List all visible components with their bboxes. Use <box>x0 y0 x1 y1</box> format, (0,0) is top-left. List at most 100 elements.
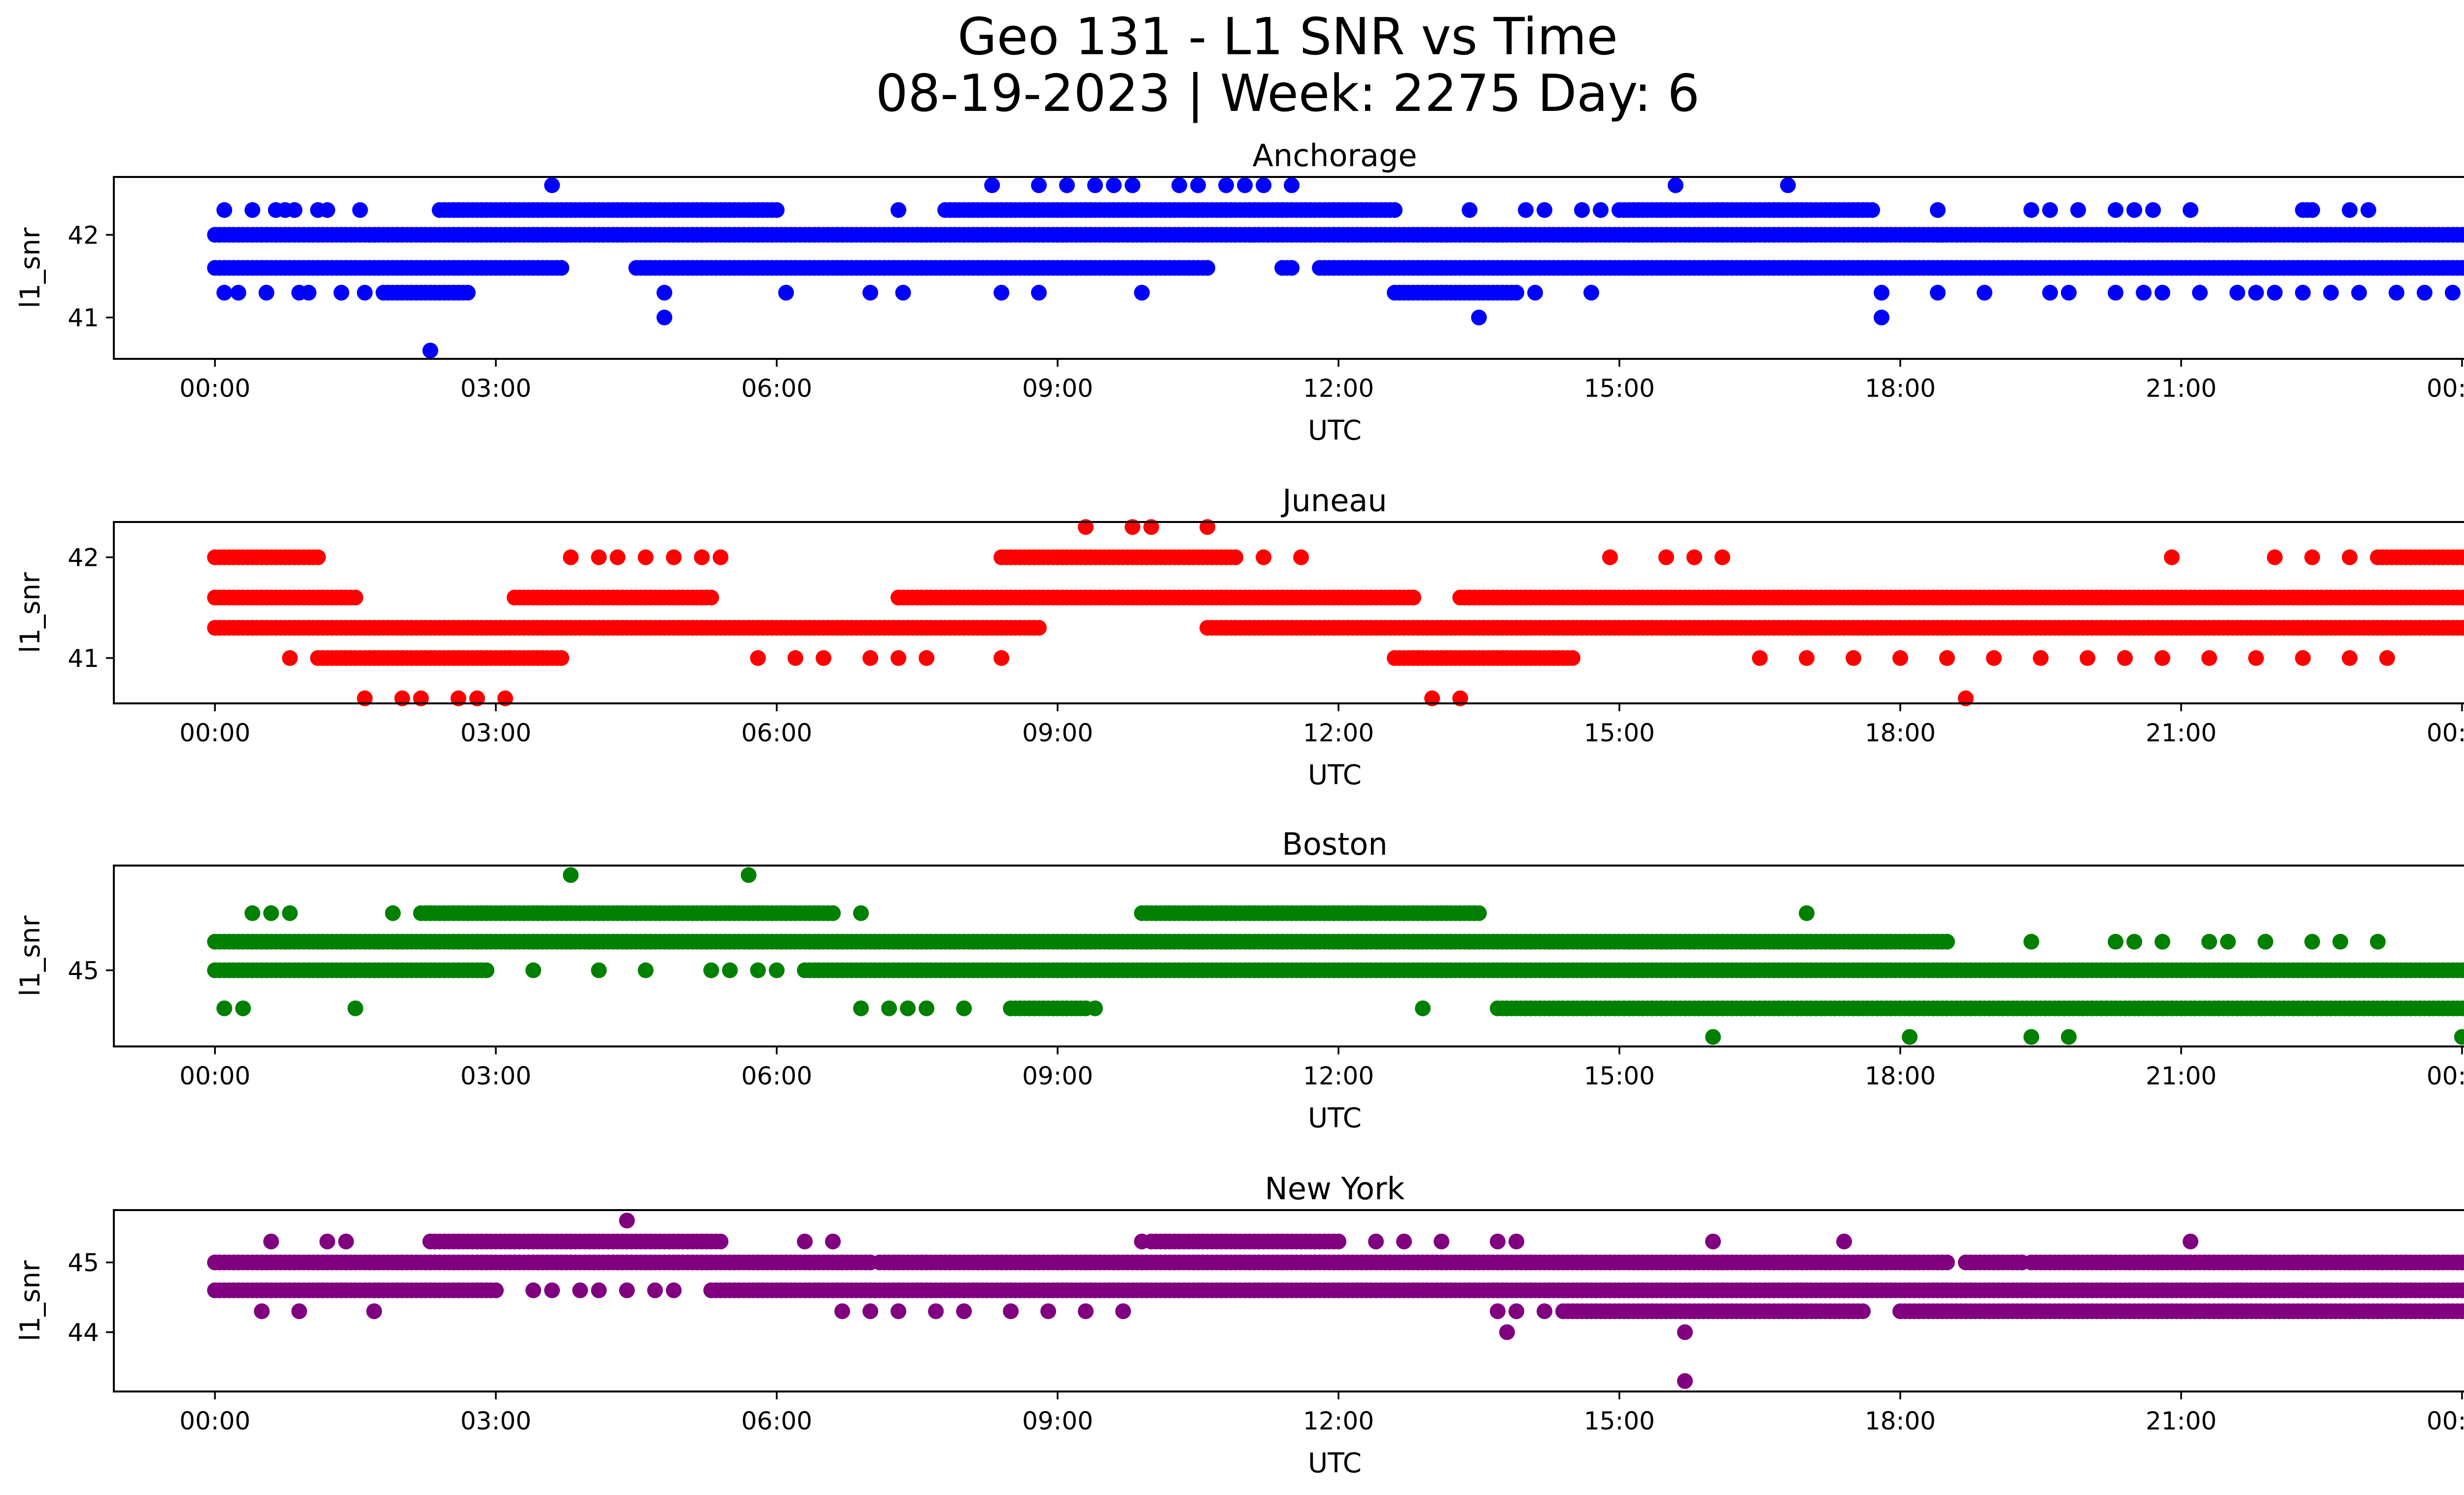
data-point <box>1799 905 1815 921</box>
data-point <box>1059 177 1075 193</box>
data-point <box>254 1303 270 1320</box>
data-point <box>1471 310 1487 326</box>
data-point <box>741 867 757 883</box>
data-point <box>2454 227 2464 243</box>
data-point <box>2379 650 2395 666</box>
data-point <box>230 284 246 301</box>
data-point <box>666 1282 682 1298</box>
y-tick-label: 42 <box>68 544 99 572</box>
data-point <box>263 905 279 921</box>
data-point <box>422 343 439 359</box>
data-point <box>1836 1233 1852 1250</box>
data-point <box>2304 549 2320 565</box>
x-tick-label: 06:00 <box>741 1062 812 1090</box>
data-point <box>1939 1254 1955 1271</box>
data-point <box>1125 177 1141 193</box>
data-point <box>1471 905 1487 921</box>
data-point <box>619 1213 635 1229</box>
x-tick-label: 09:00 <box>1022 1062 1093 1090</box>
data-point <box>713 549 729 565</box>
data-point <box>895 284 911 301</box>
data-point <box>919 1000 935 1016</box>
data-point <box>1668 177 1684 193</box>
data-point <box>2183 202 2198 218</box>
data-point <box>834 1303 851 1320</box>
data-point <box>1387 202 1403 218</box>
data-point <box>1199 519 1216 535</box>
data-point <box>984 177 1000 193</box>
data-point <box>2033 650 2049 666</box>
data-point <box>591 1282 607 1298</box>
data-point <box>1190 177 1206 193</box>
data-point <box>591 549 607 565</box>
data-point <box>1115 1303 1131 1320</box>
scatter-points <box>207 1213 2464 1389</box>
data-point <box>244 905 261 921</box>
data-point <box>1218 177 1234 193</box>
data-point <box>553 260 570 276</box>
data-point <box>2061 1029 2077 1045</box>
data-point <box>1415 1000 1431 1016</box>
axes-frame <box>113 521 2464 704</box>
data-point <box>2155 934 2170 950</box>
data-point <box>338 1233 354 1250</box>
data-point <box>394 690 411 706</box>
data-point <box>703 962 719 978</box>
data-point <box>1490 1303 1506 1320</box>
x-tick-label: 03:00 <box>460 1062 531 1090</box>
data-point <box>1930 284 1946 301</box>
data-point <box>1817 934 1834 950</box>
data-point <box>497 690 513 706</box>
data-point <box>2164 549 2180 565</box>
y-axis-label: l1_snr <box>14 572 46 653</box>
data-point <box>993 650 1010 666</box>
data-point <box>1143 519 1160 535</box>
data-point <box>282 650 298 666</box>
data-point <box>2304 934 2320 950</box>
x-tick-label: 18:00 <box>1865 1407 1936 1435</box>
data-point <box>1031 620 1047 636</box>
x-tick-label: 00:00 <box>179 719 250 747</box>
data-point <box>656 284 673 301</box>
data-point <box>1078 1303 1094 1320</box>
data-point <box>2342 650 2358 666</box>
data-point <box>2023 202 2039 218</box>
data-point <box>1256 177 1272 193</box>
data-point <box>301 284 317 301</box>
data-point <box>2454 620 2464 636</box>
data-point <box>1087 177 1103 193</box>
x-tick-label: 12:00 <box>1303 374 1374 403</box>
x-tick-label: 09:00 <box>1022 1407 1093 1435</box>
data-point <box>2417 284 2432 301</box>
y-axis-label: l1_snr <box>14 227 46 308</box>
data-point <box>1593 202 1609 218</box>
data-point <box>2201 650 2217 666</box>
subplot-title: New York <box>1265 1171 1405 1207</box>
data-point <box>352 202 368 218</box>
data-point <box>1434 1233 1450 1250</box>
x-axis-label: UTC <box>1308 1447 1362 1479</box>
data-point <box>1078 519 1094 535</box>
data-point <box>1658 549 1675 565</box>
x-tick-label: 15:00 <box>1584 1407 1655 1435</box>
data-point <box>1752 650 1768 666</box>
axes-frame <box>113 176 2464 360</box>
data-point <box>1040 1303 1057 1320</box>
axes-frame <box>113 865 2464 1047</box>
data-point <box>881 1000 897 1016</box>
data-point <box>1714 549 1731 565</box>
data-point <box>2061 284 2077 301</box>
data-point <box>862 1303 879 1320</box>
data-point <box>956 1303 972 1320</box>
data-point <box>1874 310 1890 326</box>
subplot-title: Anchorage <box>1252 138 1417 174</box>
data-point <box>2454 549 2464 565</box>
data-point <box>1199 260 1216 276</box>
data-point <box>1799 650 1815 666</box>
data-point <box>993 284 1010 301</box>
figure-title-line1: Geo 131 - L1 SNR vs Time <box>958 7 1618 67</box>
data-point <box>928 1303 944 1320</box>
data-point <box>1508 284 1525 301</box>
